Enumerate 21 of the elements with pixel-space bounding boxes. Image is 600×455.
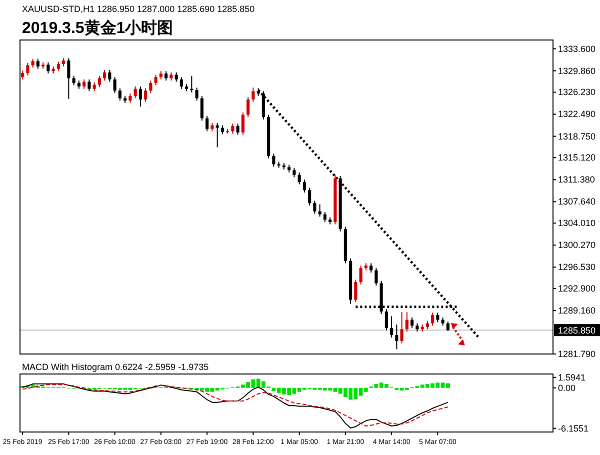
y-tick-label: 1311.380 [558,174,595,185]
y-tick-label: 1322.490 [558,109,596,120]
y-tick-label: 1300.270 [558,240,596,250]
y-tick-label: 1318.750 [558,131,596,142]
y-tick-label: 1329.860 [558,66,596,76]
y-tick-label: 1292.900 [558,284,596,294]
y-tick-label: 0.00 [558,382,576,393]
y-tick-label: 1281.790 [558,349,596,359]
y-tick-label: 1326.230 [558,87,596,98]
y-tick-label: -6.1551 [558,423,589,434]
y-tick-label: 1.5941 [558,372,586,382]
y-tick-label: 1315.120 [558,152,596,163]
chart-subtitle: XAUUSD-STD,H1 1286.950 1287.000 1285.690 1285.850 [22,4,255,14]
chart-title: MACD With Histogram 0.6224 -2.5959 -1.9735 [22,362,209,372]
y-tick-label: 1296.530 [558,262,596,272]
chart-title: 2019.3.5黄金1小时图 [22,19,174,37]
y-tick-label: 1304.010 [558,218,596,228]
ref-line-label: 1285.850 [558,326,596,336]
y-tick-label: 1307.640 [558,196,596,207]
y-tick-label: 1333.600 [558,44,596,54]
y-tick-label: 1289.160 [558,306,596,316]
